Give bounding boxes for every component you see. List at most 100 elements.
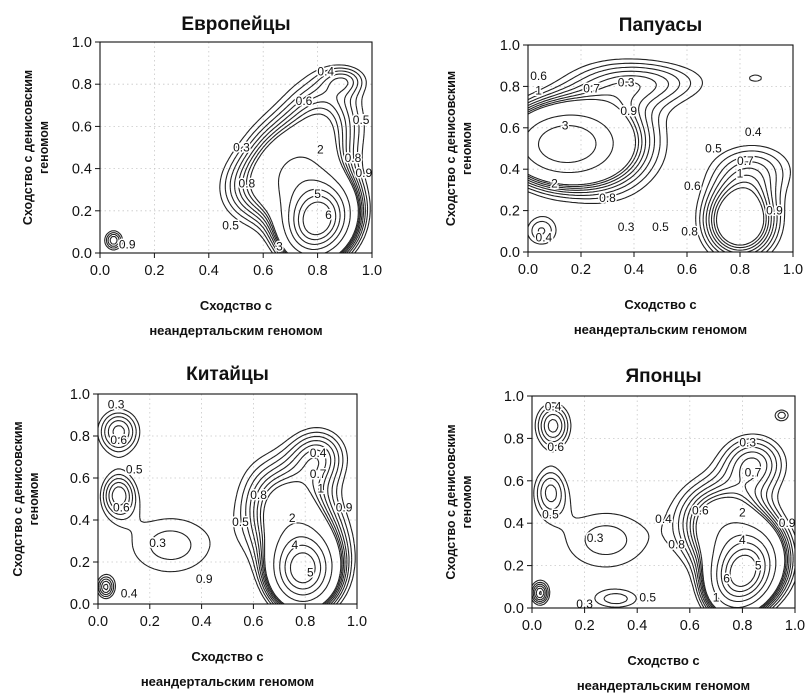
contour-level-0.5 xyxy=(107,70,366,254)
y-tick-label: 0.8 xyxy=(500,79,520,95)
x-tick-label: 0.0 xyxy=(522,618,542,634)
contour-level-4 xyxy=(720,542,766,598)
x-axis-label-line1: Сходство с xyxy=(200,298,272,313)
contour-label: 0.6 xyxy=(113,500,130,514)
y-tick-label: 1.0 xyxy=(504,389,524,405)
x-tick-label: 0.2 xyxy=(144,263,164,279)
contour-label: 0.5 xyxy=(232,515,249,529)
y-tick-label: 1.0 xyxy=(500,38,520,54)
y-axis-label-line2: геномом xyxy=(460,122,474,175)
contour-label: 2 xyxy=(289,511,296,525)
contour-level-0.6 xyxy=(109,73,365,254)
y-tick-label: 0.8 xyxy=(70,429,90,445)
y-axis-label-line1: Сходство с денисовским xyxy=(444,424,458,579)
x-tick-label: 0.2 xyxy=(140,614,160,630)
contour-level-0.3 xyxy=(97,408,356,605)
y-tick-label: 0.2 xyxy=(504,559,524,575)
contour-label: 0.4 xyxy=(310,446,327,460)
plot-frame xyxy=(531,395,796,609)
contour-label: 1 xyxy=(713,590,720,604)
y-axis-label-line1: Сходство с денисовским xyxy=(21,70,35,225)
x-axis-label-line1: Сходство с xyxy=(624,297,696,312)
x-tick-label: 0.4 xyxy=(624,262,644,278)
contour-label: 0.5 xyxy=(542,508,559,522)
contour-level-0.9 xyxy=(259,457,343,605)
contour-label: 3 xyxy=(562,119,569,133)
contour-label: 0.4 xyxy=(536,231,553,245)
x-tick-label: 0.8 xyxy=(295,614,315,630)
contour-label: 1 xyxy=(737,166,744,180)
contour-label: 0.8 xyxy=(250,488,267,502)
contour-level-3 xyxy=(716,534,771,603)
contour-label: 0.6 xyxy=(692,503,709,517)
contour-label: 0.9 xyxy=(779,516,796,530)
x-tick-label: 0.6 xyxy=(253,263,273,279)
contour-level-0.3 xyxy=(104,64,371,254)
x-tick-label: 0.2 xyxy=(575,618,595,634)
contour-level-4 xyxy=(293,188,341,246)
contour-level-4 xyxy=(284,544,322,590)
contour-label: 0.5 xyxy=(126,463,143,477)
contour-label: 6 xyxy=(325,208,332,222)
contour-label: 0.8 xyxy=(681,224,698,238)
contour-level-0.7 xyxy=(238,77,363,254)
y-tick-label: 1.0 xyxy=(70,387,90,403)
x-tick-label: 0.0 xyxy=(88,614,108,630)
y-tick-label: 0.8 xyxy=(504,431,524,447)
y-tick-label: 0.4 xyxy=(504,516,524,532)
contour-label: 2 xyxy=(739,506,746,520)
x-tick-label: 0.0 xyxy=(90,263,110,279)
contour-label: 0.7 xyxy=(310,467,327,481)
contour-label: 0.9 xyxy=(766,204,783,218)
contour-label: 4 xyxy=(739,533,746,547)
contour-label: 0.8 xyxy=(345,151,362,165)
x-tick-label: 1.0 xyxy=(783,262,803,278)
contour-level-0.4 xyxy=(527,62,784,253)
contour-labels: 0.6 0.30.710.93 0.40.50.712 0.60.80.90.3 0.5… xyxy=(529,68,785,246)
y-tick-label: 0.4 xyxy=(500,162,520,178)
contour-lines xyxy=(527,58,791,253)
x-axis-label-line1: Сходство с xyxy=(191,649,263,664)
y-axis-label-line2: геномом xyxy=(37,121,51,174)
contour-level-0.5 xyxy=(527,66,778,253)
contour-level-0.4 xyxy=(531,406,796,609)
x-tick-label: 0.6 xyxy=(243,614,263,630)
x-axis-label-line1: Сходство с xyxy=(627,653,699,668)
contour-label: 0.6 xyxy=(684,179,701,193)
contour-label: 5 xyxy=(307,566,314,580)
panel-title: Европейцы xyxy=(181,14,290,35)
contour-level-0.6 xyxy=(534,413,792,609)
y-tick-label: 0.0 xyxy=(72,246,92,262)
contour-label: 0.6 xyxy=(530,69,547,83)
contour-label: 0.3 xyxy=(587,531,604,545)
y-tick-label: 0.6 xyxy=(70,471,90,487)
y-tick-label: 0.2 xyxy=(72,204,92,220)
contour-label: 0.3 xyxy=(233,141,250,155)
contour-label: 0.7 xyxy=(737,154,754,168)
y-tick-label: 0.6 xyxy=(504,474,524,490)
contour-level-1 xyxy=(249,113,359,254)
x-tick-label: 1.0 xyxy=(362,263,382,279)
contour-level-6 xyxy=(729,554,757,587)
y-tick-label: 0.2 xyxy=(70,555,90,571)
contour-label: 0.6 xyxy=(296,94,313,108)
plot-frame xyxy=(99,41,373,254)
x-axis-label-line2: неандертальским геномом xyxy=(577,678,750,693)
y-tick-label: 0.4 xyxy=(70,513,90,529)
contour-label: 0.3 xyxy=(739,436,756,450)
contour-level-0.9 xyxy=(527,94,767,249)
x-tick-label: 0.8 xyxy=(732,618,752,634)
contour-lines xyxy=(531,402,796,609)
x-tick-label: 0.8 xyxy=(308,263,328,279)
contour-label: 0.3 xyxy=(108,398,125,412)
contour-level-1 xyxy=(262,481,342,605)
contour-label: 0.6 xyxy=(547,440,564,454)
contour-label: 2 xyxy=(317,143,324,157)
contour-level-0.8 xyxy=(527,81,770,251)
x-tick-label: 0.0 xyxy=(518,262,538,278)
contour-label: 0.7 xyxy=(583,81,600,95)
contour-level-1 xyxy=(695,496,786,609)
contour-label: 0.6 xyxy=(110,433,127,447)
contour-label: 0.4 xyxy=(655,512,672,526)
